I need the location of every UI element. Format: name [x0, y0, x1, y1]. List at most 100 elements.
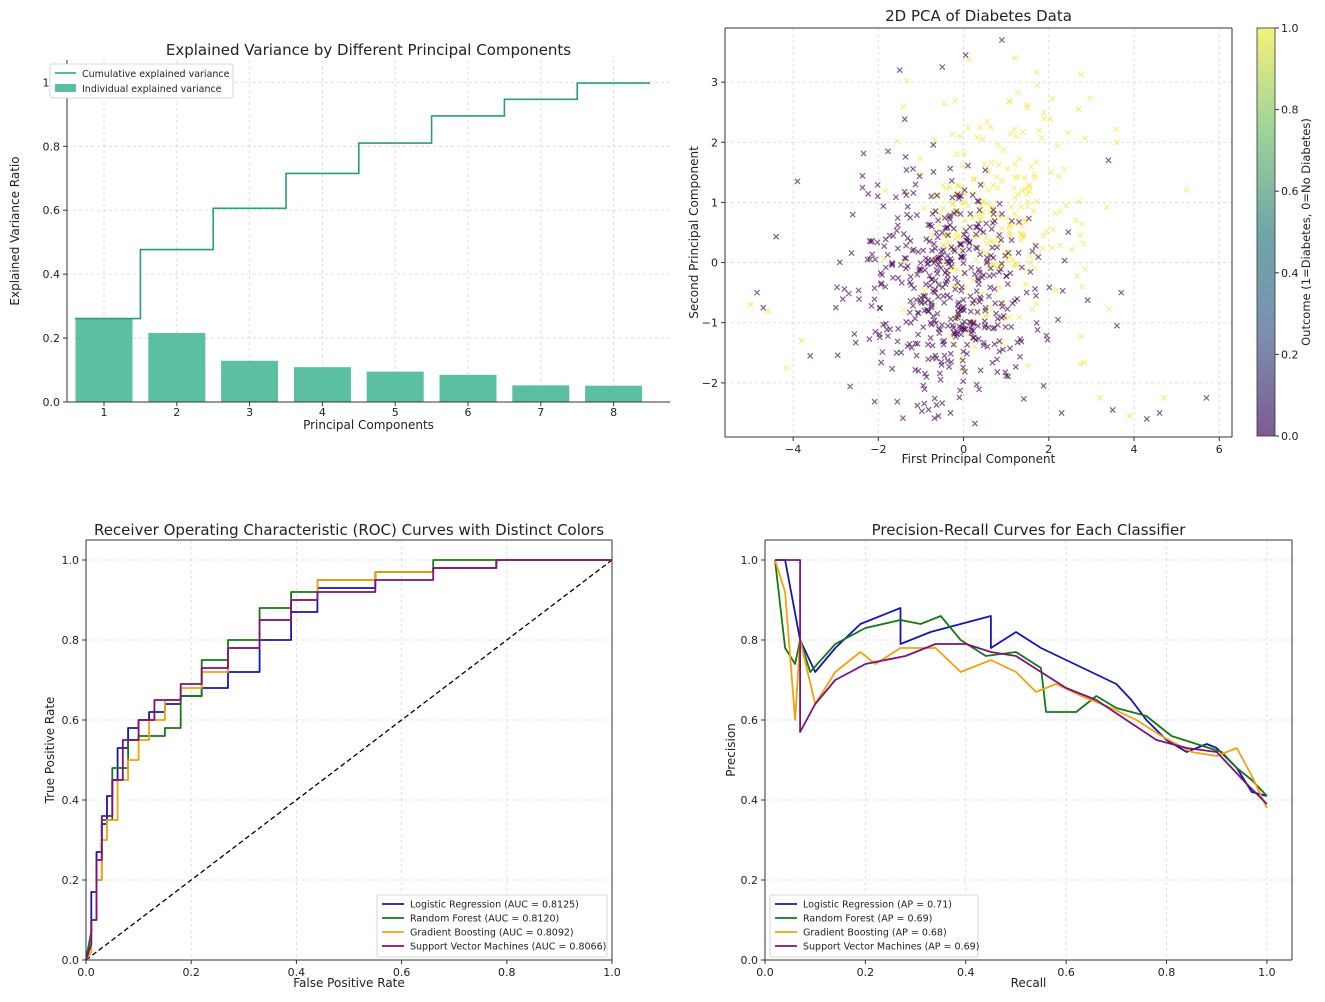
scatter-point-outcome-0 — [926, 238, 933, 245]
scatter-point-outcome-0 — [902, 265, 910, 272]
scatter-point-outcome-0 — [1046, 284, 1053, 291]
y-axis-label: Explained Variance Ratio — [8, 156, 22, 305]
scatter-point-outcome-1 — [972, 256, 979, 263]
scatter-point-outlier — [807, 352, 814, 359]
scatter-point-outcome-0 — [998, 236, 1005, 244]
scatter-point-outcome-1 — [1013, 133, 1020, 140]
scatter-point-outcome-1 — [990, 182, 997, 189]
scatter-point-outcome-0 — [925, 356, 932, 363]
scatter-point-outcome-1 — [1040, 232, 1047, 239]
colorbar-label: Outcome (1=Diabetes, 0=No Diabetes) — [1299, 118, 1313, 346]
scatter-point-outcome-0 — [892, 194, 899, 201]
scatter-point-outcome-0 — [1061, 257, 1068, 264]
scatter-point-outcome-0 — [939, 338, 946, 345]
scatter-point-outcome-1 — [984, 118, 991, 125]
scatter-point-outcome-0 — [949, 194, 956, 201]
scatter-point-outcome-1 — [1015, 173, 1022, 181]
scatter-point-outcome-1 — [1081, 266, 1088, 273]
scatter-point-outcome-0 — [921, 299, 928, 306]
scatter-point-outcome-0 — [889, 262, 896, 269]
scatter-point-outcome-1 — [974, 210, 981, 217]
scatter-point-outcome-0 — [904, 211, 911, 218]
scatter-point-outcome-0 — [944, 322, 951, 329]
y-axis-label: Precision — [724, 723, 738, 777]
legend-swatch-bar — [55, 84, 76, 92]
scatter-point-outcome-0 — [971, 420, 979, 427]
x-tick-label: 2 — [173, 406, 180, 419]
scatter-point-outcome-0 — [980, 339, 987, 346]
scatter-point-outcome-0 — [974, 223, 981, 230]
scatter-point-outcome-0 — [845, 290, 852, 297]
scatter-point-outcome-0 — [851, 330, 858, 337]
scatter-point-outcome-1 — [965, 56, 972, 63]
x-tick-label: 0.0 — [756, 966, 774, 979]
scatter-point-outcome-0 — [989, 359, 996, 366]
scatter-point-outcome-0 — [931, 415, 938, 422]
scatter-point-outcome-0 — [935, 217, 942, 224]
scatter-point-outcome-0 — [991, 341, 998, 348]
scatter-point-outcome-1 — [1078, 71, 1085, 78]
scatter-point-outcome-0 — [925, 221, 932, 228]
scatter-point-outcome-0 — [948, 177, 955, 184]
scatter-point-outcome-1 — [1007, 130, 1014, 137]
scatter-point-outcome-1 — [1073, 273, 1080, 280]
y-tick-label: −2 — [702, 377, 718, 390]
scatter-point-outcome-0 — [937, 265, 945, 272]
scatter-point-outcome-1 — [1021, 186, 1028, 193]
scatter-point-outcome-0 — [928, 276, 935, 283]
scatter-point-outcome-0 — [952, 286, 959, 293]
scatter-point-outcome-0 — [996, 200, 1003, 207]
x-tick-label: 0.6 — [1057, 966, 1075, 979]
precision-recall-chart: Precision-Recall Curves for Each Classif… — [724, 521, 1293, 990]
colorbar-tick-label: 0.2 — [1281, 348, 1299, 361]
scatter-point-outcome-0 — [950, 341, 957, 348]
legend-box — [376, 894, 608, 958]
scatter-point-outcome-0 — [927, 334, 934, 341]
y-tick-label: 0.4 — [43, 268, 61, 281]
scatter-point-outcome-0 — [934, 310, 941, 317]
scatter-point-outcome-0 — [872, 328, 879, 335]
scatter-point-outcome-1 — [1081, 359, 1088, 366]
scatter-point-outlier — [896, 67, 903, 74]
x-tick-label: 0.8 — [498, 966, 516, 979]
scatter-point-outcome-0 — [942, 281, 949, 288]
scatter-point-outcome-1 — [960, 150, 968, 157]
scatter-point-outcome-0 — [957, 331, 965, 338]
x-tick-label: 0.6 — [393, 966, 411, 979]
scatter-point-outcome-0 — [998, 210, 1005, 217]
scatter-point-outcome-1 — [994, 184, 1001, 191]
scatter-point-outcome-0 — [977, 181, 984, 188]
scatter-point-outcome-0 — [859, 184, 866, 191]
colorbar — [1256, 27, 1276, 437]
scatter-point-outcome-0 — [960, 378, 967, 385]
scatter-point-outcome-0 — [912, 181, 919, 188]
scatter-point-outcome-0 — [1059, 287, 1066, 294]
scatter-point-outcome-1 — [1080, 240, 1087, 247]
scatter-point-outcome-1 — [1024, 362, 1031, 370]
scatter-point-outcome-0 — [920, 382, 927, 389]
legend-box — [49, 63, 234, 99]
scatter-point-outcome-0 — [957, 306, 964, 314]
scatter-point-outcome-0 — [944, 357, 951, 364]
bar-pc-6 — [439, 374, 497, 402]
scatter-point-outcome-0 — [944, 276, 951, 283]
x-tick-label: 8 — [610, 406, 617, 419]
bar-pc-5 — [366, 371, 424, 402]
scatter-point-outcome-0 — [903, 192, 910, 199]
scatter-point-outcome-0 — [926, 272, 933, 279]
scatter-point-outcome-0 — [975, 198, 982, 205]
scatter-point-outcome-1 — [1035, 127, 1042, 134]
scatter-point-outcome-1 — [995, 161, 1002, 168]
scatter-point-outcome-0 — [974, 245, 981, 252]
x-tick-label: 3 — [246, 406, 253, 419]
scatter-point-outcome-0 — [944, 271, 951, 278]
scatter-point-outcome-0 — [907, 237, 914, 244]
scatter-point-outcome-0 — [973, 224, 980, 231]
scatter-point-outcome-1 — [969, 215, 976, 222]
scatter-point-outcome-0 — [907, 298, 914, 305]
scatter-point-outcome-0 — [947, 255, 954, 263]
scatter-point-outcome-0 — [914, 340, 921, 347]
scatter-point-outcome-0 — [932, 245, 939, 252]
scatter-point-outcome-0 — [990, 207, 997, 214]
